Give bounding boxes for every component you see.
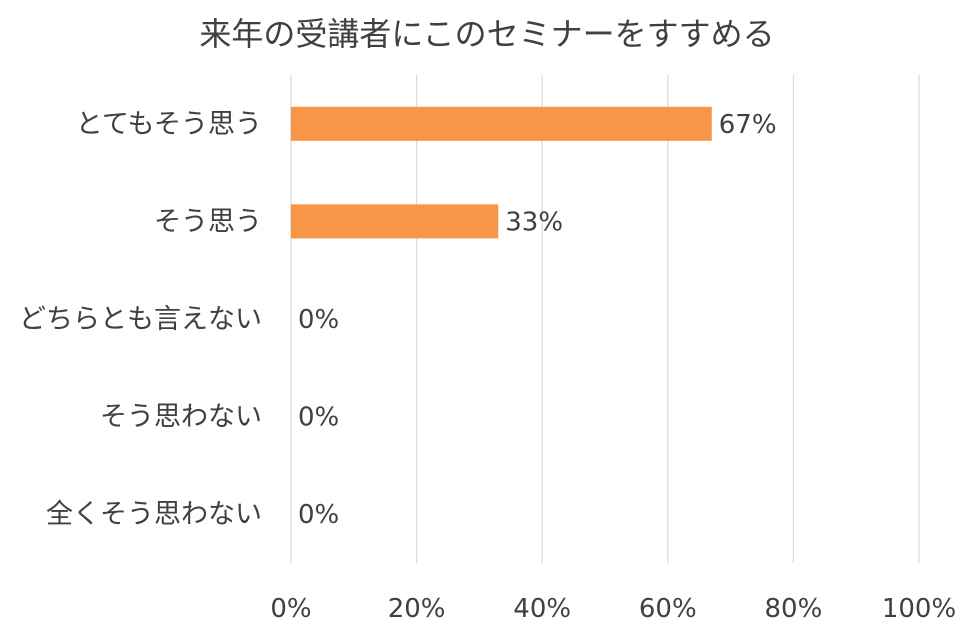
x-tick-label: 80% [765,594,823,624]
x-tick-label: 60% [639,594,697,624]
x-tick-label: 20% [388,594,446,624]
x-tick-label: 0% [270,594,311,624]
category-label: とてもそう思う [76,109,262,140]
data-label: 0% [298,305,339,335]
data-label: 33% [505,207,563,237]
bar [291,106,712,141]
category-label: 全くそう思わない [46,499,262,530]
bars [291,106,712,239]
x-tick-label: 40% [513,594,571,624]
data-label: 0% [298,500,339,530]
category-label: そう思う [154,206,262,237]
labels: 0% 20% 40% 60% 80% 100% とてもそう思う 67% そう思う 33% どちらとも… [19,109,956,624]
x-tick-label: 100% [882,594,956,624]
category-label: どちらとも言えない [19,304,262,335]
data-label: 0% [298,403,339,433]
data-label: 67% [719,110,777,140]
chart-title: 来年の受講者にこのセミナーをすすめる [199,15,775,53]
category-label: そう思わない [100,402,262,433]
bar [291,204,499,239]
gridlines [290,75,920,563]
